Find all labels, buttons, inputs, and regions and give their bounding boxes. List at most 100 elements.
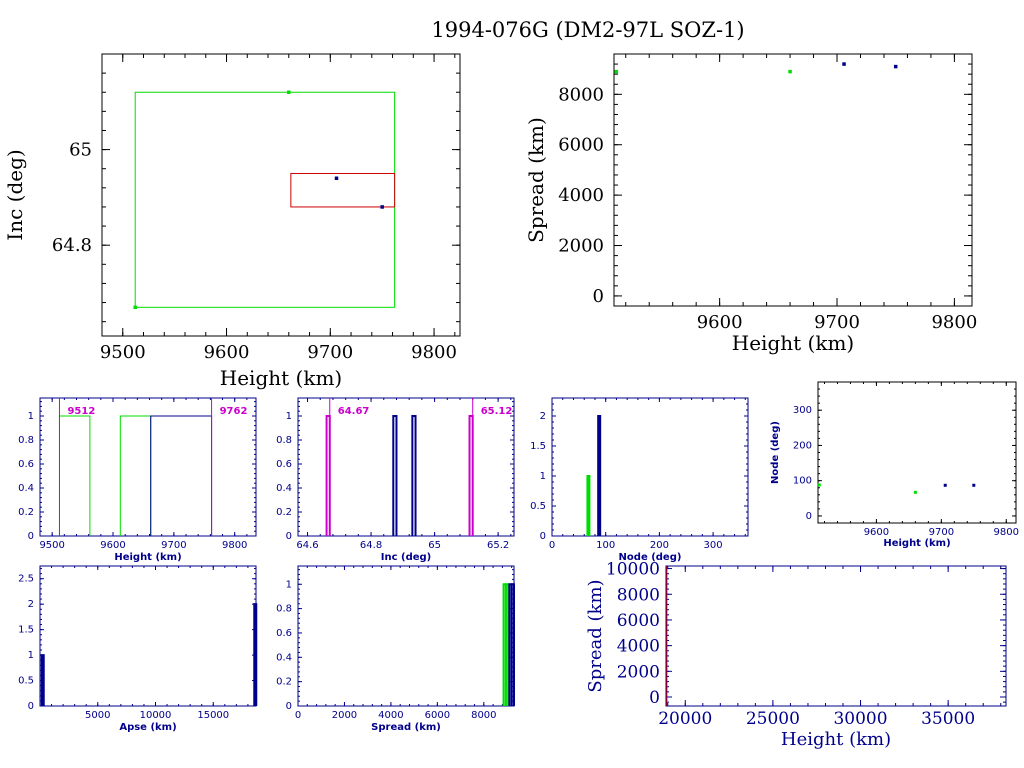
y-tick-label: 0: [806, 511, 812, 522]
x-tick-label: 64.6: [296, 540, 318, 551]
data-point-green: [133, 305, 137, 310]
data-point-green: [287, 90, 291, 94]
y-tick-label: 10000: [606, 560, 660, 580]
y-tick-label: 0.8: [276, 435, 292, 446]
y-tick-label: 2: [28, 599, 34, 610]
y-tick-label: 100: [793, 476, 812, 487]
x-tick-label: 6000: [425, 710, 450, 721]
plot-frame: [297, 397, 515, 537]
y-axis-label: Inc (deg): [3, 149, 27, 240]
x-tick-label: 9700: [307, 342, 353, 363]
x-tick-label: 200: [650, 540, 669, 551]
y-tick-label: 0.6: [276, 628, 292, 639]
x-axis-label: Node (deg): [619, 552, 682, 563]
histogram-apse: 5000 10000 15000 0 0.5 1 1.5 2 2.5 Apse (km): [18, 565, 258, 733]
plot-frame: [297, 565, 515, 707]
plot-frame: [817, 381, 1017, 524]
x-tick-label: 20000: [658, 709, 712, 729]
y-tick-label: 0.4: [276, 652, 292, 663]
x-tick-label: 10000: [140, 710, 172, 721]
y-tick-label: 0.6: [18, 459, 34, 470]
histogram-bar: [58, 415, 91, 536]
x-axis-label: Height (km): [781, 729, 891, 750]
plot-frame: [551, 397, 749, 537]
x-axis-label: Apse (km): [119, 722, 176, 733]
plot-frame: [665, 565, 1007, 707]
y-tick-label: 0.8: [276, 604, 292, 615]
y-tick-label: 2000: [617, 662, 660, 682]
data-point-blue: [893, 64, 898, 69]
y-tick-label: 1.5: [530, 441, 546, 452]
y-tick-label: 0.2: [18, 507, 34, 518]
x-tick-label: 9600: [204, 342, 250, 363]
plot-frame: [39, 397, 257, 537]
y-tick-label: 0.2: [276, 507, 292, 518]
x-tick-label: 25000: [746, 709, 800, 729]
y-tick-label: 6000: [617, 611, 660, 631]
chart-spread-vs-height: 9600 9700 9800 0 2000 4000 6000 8000 Height (km)…: [524, 53, 977, 355]
x-tick-label: 64.8: [360, 540, 382, 551]
histogram-bar: [119, 415, 152, 536]
histogram-inc: 64.6 64.8 65 65.2 0 0.2 0.4 0.6 0.8 1 Inc (deg) 64.…: [276, 397, 515, 563]
y-tick-label: 0.2: [276, 677, 292, 688]
y-axis-label: Spread (km): [524, 117, 548, 243]
histogram-bar: [40, 654, 45, 706]
x-tick-label: 9700: [929, 527, 954, 538]
x-axis-label: Height (km): [114, 552, 181, 563]
x-axis-label: Height (km): [220, 366, 342, 390]
limit-marker-label: 9512: [67, 406, 95, 417]
range-box-green: [134, 91, 396, 308]
data-point-green: [788, 69, 792, 74]
x-tick-label: 9800: [931, 312, 977, 333]
y-tick-label: 1: [286, 579, 292, 590]
histogram-spread: 0 2000 4000 6000 8000 0 0.2 0.4 0.6 0.8 1 Spread (k…: [276, 565, 515, 733]
histogram-bar: [597, 415, 602, 536]
histogram-bar: [411, 415, 417, 536]
y-tick-label: 4000: [558, 185, 604, 206]
x-tick-label: 8000: [471, 710, 496, 721]
x-tick-label: 9500: [39, 540, 64, 551]
y-tick-label: 0: [28, 531, 34, 542]
figure-title: 1994-076G (DM2-97L SOZ-1): [431, 18, 744, 42]
data-point-blue: [334, 176, 339, 181]
range-box-red: [290, 172, 396, 208]
histogram-bar: [510, 583, 515, 706]
x-tick-label: 100: [596, 540, 615, 551]
data-point-green: [817, 483, 821, 487]
data-point-blue: [972, 483, 976, 487]
data-point-green: [913, 490, 917, 494]
y-tick-label: 1: [28, 411, 34, 422]
x-tick-label: 30000: [833, 709, 887, 729]
y-tick-label: 0: [286, 531, 292, 542]
x-tick-label: 9600: [697, 312, 743, 333]
y-tick-label: 6000: [558, 135, 604, 156]
limit-marker-label: 65.12: [481, 406, 513, 417]
x-tick-label: 65.2: [487, 540, 509, 551]
y-tick-label: 1.5: [18, 625, 34, 636]
data-point-blue: [842, 62, 846, 66]
chart-spread-vs-height-wide: 20000 25000 30000 35000 0 2000 4000 6000 8000 100…: [585, 560, 1007, 750]
y-tick-label: 0: [649, 688, 660, 708]
x-tick-label: 15000: [197, 710, 229, 721]
data-point-green: [614, 69, 619, 74]
histogram-bar: [586, 475, 591, 536]
y-tick-label: 0: [593, 286, 604, 307]
y-tick-label: 200: [793, 440, 812, 451]
x-tick-label: 9700: [161, 540, 186, 551]
x-axis-label: Height (km): [883, 538, 950, 549]
chart-inc-vs-height: 9500 9600 9700 9800 64.8 65 Height (km) Inc (de…: [3, 53, 461, 390]
y-axis-label: Node (deg): [770, 421, 781, 484]
y-tick-label: 0.8: [18, 435, 34, 446]
x-tick-label: 300: [704, 540, 723, 551]
plot-frame: [613, 53, 973, 307]
histogram-bar: [253, 603, 258, 706]
y-tick-label: 4000: [617, 637, 660, 657]
y-axis-label: Spread (km): [585, 579, 606, 692]
x-tick-label: 9600: [864, 527, 889, 538]
x-tick-label: 5000: [85, 710, 110, 721]
y-tick-label: 0.6: [276, 459, 292, 470]
x-tick-label: 9800: [411, 342, 457, 363]
x-tick-label: 2000: [332, 710, 357, 721]
x-tick-label: 65: [428, 540, 441, 551]
x-tick-label: 9800: [994, 527, 1019, 538]
